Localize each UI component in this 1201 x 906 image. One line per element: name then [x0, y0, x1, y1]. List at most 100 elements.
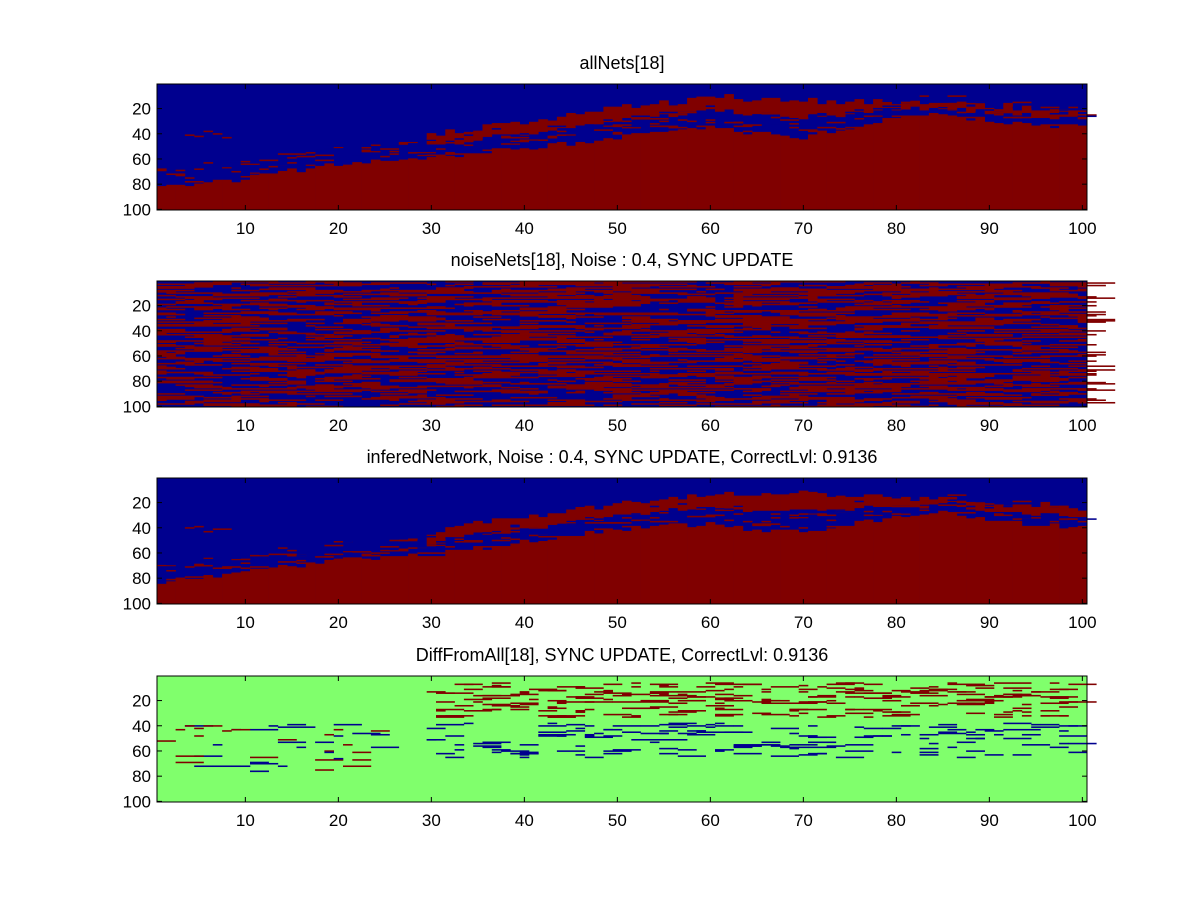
heatmap-cell [417, 349, 437, 351]
heatmap-cell [305, 395, 316, 398]
heatmap-cell [603, 333, 613, 336]
heatmap-cell [1003, 722, 1032, 725]
heatmap-cell [863, 404, 892, 407]
heatmap-column [808, 530, 818, 604]
heatmap-cell [901, 330, 920, 332]
heatmap-cell [212, 744, 223, 746]
heatmap-cell [789, 401, 809, 404]
heatmap-column [724, 527, 734, 604]
heatmap-cell [324, 349, 344, 351]
heatmap-cell [594, 131, 604, 134]
heatmap-cell [296, 301, 307, 303]
heatmap-cell [463, 328, 493, 331]
heatmap-cell [463, 337, 502, 340]
heatmap-cell [380, 404, 400, 407]
heatmap-cell [640, 298, 679, 301]
heatmap-cell [584, 331, 595, 333]
heatmap-cell [370, 331, 390, 333]
heatmap-cell [203, 396, 232, 399]
y-tick-label: 40 [132, 125, 151, 144]
heatmap-cell [1031, 331, 1060, 333]
heatmap-cell [854, 696, 865, 698]
heatmap-cell [845, 750, 874, 752]
heatmap-cell [808, 390, 827, 393]
heatmap-cell [491, 312, 511, 315]
heatmap-cell [584, 336, 613, 338]
heatmap-cell [919, 383, 958, 385]
heatmap-cell [510, 396, 520, 399]
heatmap-cell [715, 707, 725, 710]
heatmap-cell [166, 563, 186, 566]
heatmap-cell [584, 357, 604, 360]
heatmap-cell [640, 297, 651, 299]
heatmap-cell [370, 282, 409, 284]
heatmap-cell [584, 322, 613, 325]
heatmap-cell [538, 311, 558, 313]
heatmap-cell [873, 512, 892, 514]
heatmap-band [575, 114, 586, 127]
heatmap-cell [612, 281, 641, 283]
heatmap-cell [1059, 372, 1097, 375]
heatmap-cell [798, 315, 818, 317]
heatmap-column [631, 133, 641, 210]
heatmap-cell [984, 323, 1004, 326]
heatmap-cell [798, 744, 809, 746]
heatmap-cell [594, 528, 613, 530]
heatmap-cell [752, 524, 772, 527]
heatmap-cell [1012, 342, 1032, 345]
heatmap-cell [854, 510, 865, 513]
heatmap-cell [938, 351, 948, 354]
heatmap-cell [166, 366, 176, 369]
heatmap-cell [761, 292, 790, 294]
heatmap-cell [501, 346, 520, 349]
heatmap-cell [259, 347, 269, 350]
heatmap-column [1077, 125, 1088, 210]
heatmap-cell [547, 359, 586, 361]
heatmap-cell [798, 296, 818, 298]
heatmap-cell [315, 384, 334, 386]
heatmap-cell [808, 746, 837, 749]
heatmap-column [594, 533, 604, 604]
heatmap-cell [742, 342, 762, 345]
heatmap-cell [222, 330, 260, 332]
heatmap-cell [491, 313, 530, 316]
heatmap-cell [919, 374, 958, 376]
heatmap-cell [845, 366, 874, 369]
heatmap-cell [705, 372, 744, 375]
heatmap-cell [287, 282, 316, 284]
heatmap-cell [194, 335, 232, 337]
heatmap-cell [845, 369, 883, 371]
heatmap-cell [315, 366, 353, 369]
heatmap-cell [668, 379, 706, 381]
heatmap-column [1068, 124, 1078, 210]
heatmap-cell [928, 506, 939, 509]
heatmap-cell [733, 288, 772, 291]
heatmap-cell [649, 370, 660, 373]
heatmap-cell [1059, 109, 1078, 111]
heatmap-cell [715, 107, 725, 110]
heatmap-column [854, 520, 865, 604]
heatmap-cell [1059, 350, 1078, 352]
heatmap-cell [891, 107, 902, 110]
heatmap-cell [231, 558, 251, 561]
heatmap-column [826, 133, 837, 210]
heatmap-cell [910, 687, 920, 689]
heatmap-cell [315, 389, 334, 391]
heatmap-cell [240, 350, 279, 352]
heatmap-column [761, 532, 772, 604]
heatmap-cell [817, 312, 855, 315]
heatmap-cell [324, 336, 334, 338]
heatmap-cell [194, 727, 204, 730]
heatmap-cell [175, 350, 204, 352]
heatmap-cell [603, 125, 623, 128]
heatmap-cell [808, 696, 837, 698]
heatmap-cell [966, 102, 976, 105]
heatmap-cell [1003, 105, 1013, 107]
heatmap-cell [417, 338, 427, 341]
heatmap-cell [436, 287, 446, 289]
heatmap-cell [901, 301, 930, 303]
heatmap-cell [808, 701, 827, 703]
heatmap-cell [426, 365, 446, 367]
heatmap-cell [324, 376, 353, 379]
heatmap-cell [268, 282, 279, 284]
